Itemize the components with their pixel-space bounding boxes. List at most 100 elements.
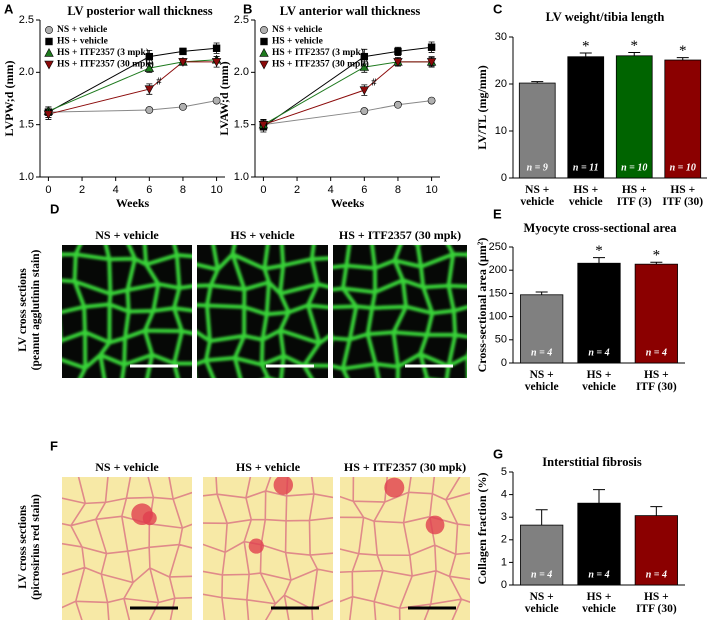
legend-label: HS + ITF2357 (3 mpk) xyxy=(272,47,364,58)
row-label: LV cross sections (peanut agglutinin sta… xyxy=(17,249,42,371)
marker xyxy=(426,58,437,67)
legend-marker xyxy=(45,37,53,46)
n-label: n = 11 xyxy=(573,162,599,173)
series-line xyxy=(263,100,432,126)
image-title: NS + vehicle xyxy=(95,228,159,242)
micrograph xyxy=(62,245,192,378)
micrograph xyxy=(62,477,192,620)
y-tick-label: 10 xyxy=(495,125,507,137)
x-tick-label: HS + ITF (3) xyxy=(616,184,652,208)
chart-title: Interstitial fibrosis xyxy=(542,455,642,469)
n-label: n = 10 xyxy=(621,162,647,173)
error-bar xyxy=(593,257,605,264)
annotation: * xyxy=(595,243,603,259)
marker xyxy=(427,43,436,51)
x-tick-label: 0 xyxy=(45,184,51,196)
cell-borders xyxy=(62,245,192,378)
y-tick-label: 2.5 xyxy=(234,14,249,26)
y-tick-label: 20 xyxy=(495,78,507,90)
chart-title: LV anterior wall thickness xyxy=(280,4,421,18)
y-tick-label: 50 xyxy=(495,334,507,346)
y-tick-label: 1.5 xyxy=(19,119,34,131)
x-tick-label: HS + vehicle xyxy=(568,184,603,208)
marker xyxy=(144,63,155,72)
y-tick-label: 0 xyxy=(501,579,507,591)
marker xyxy=(360,107,369,115)
panel-letter: D xyxy=(50,201,59,216)
annotation: * xyxy=(653,248,661,264)
marker xyxy=(212,96,221,105)
x-tick-label: NS + vehicle xyxy=(524,369,559,393)
x-tick-label: 6 xyxy=(146,184,152,196)
y-tick-label: 1.0 xyxy=(19,171,34,183)
legend-marker xyxy=(259,47,269,57)
row-label: LV cross sections (picrosirius red stain… xyxy=(17,494,42,600)
series-line xyxy=(48,100,217,113)
image-title: HS + vehicle xyxy=(230,228,295,242)
y-axis-label: Cross-sectional area (µm²) xyxy=(475,238,489,373)
series-line xyxy=(48,47,217,113)
y-tick-label: 1.0 xyxy=(234,171,249,183)
legend-label: NS + vehicle xyxy=(272,25,322,35)
marker xyxy=(145,106,154,114)
legend-marker xyxy=(44,47,54,57)
y-tick-label: 1 xyxy=(501,556,507,568)
y-axis-label: LVAW;d (mm) xyxy=(217,61,231,135)
bar xyxy=(520,294,564,364)
x-tick-label: NS + vehicle xyxy=(524,591,559,615)
bar xyxy=(615,55,653,179)
y-axis-label: LVPW;d (mm) xyxy=(2,61,16,137)
image-title: NS + vehicle xyxy=(95,460,159,474)
n-label: n = 4 xyxy=(531,569,552,580)
bar xyxy=(577,262,621,364)
n-label: n = 4 xyxy=(531,347,552,358)
legend-label: HS + vehicle xyxy=(272,37,323,47)
stain-spot xyxy=(131,503,153,526)
cell-borders xyxy=(333,245,467,378)
error-bar xyxy=(650,506,663,516)
x-tick-label: 8 xyxy=(180,184,186,196)
x-tick-label: HS + vehicle xyxy=(582,591,616,615)
annotation: * xyxy=(631,38,639,54)
cell-borders xyxy=(203,477,333,620)
y-tick-label: 3 xyxy=(501,511,507,523)
y-axis-label: LV/TL (mg/mm) xyxy=(475,65,489,150)
annotation: * xyxy=(582,38,590,54)
n-label: n = 9 xyxy=(527,162,548,173)
y-tick-label: 200 xyxy=(489,264,507,276)
x-tick-label: 10 xyxy=(425,184,437,196)
marker xyxy=(258,120,269,130)
chart-panel: E Myocyte cross-sectional area Cross-secti… xyxy=(475,206,685,372)
legend-marker xyxy=(259,60,269,70)
cell-borders xyxy=(62,477,192,620)
x-tick-label: HS + ITF (30) xyxy=(662,184,704,208)
chart-title: LV weight/tibia length xyxy=(546,10,665,24)
y-tick-label: 4 xyxy=(501,489,507,501)
legend-label: HS + ITF2357 (3 mpk) xyxy=(57,47,149,58)
panel-letter: E xyxy=(493,206,502,221)
marker xyxy=(178,58,188,67)
n-label: n = 4 xyxy=(646,569,667,580)
marker xyxy=(179,102,187,111)
marker xyxy=(360,52,369,61)
image-title: HS + ITF2357 (30 mpk) xyxy=(344,460,466,474)
x-tick-label: 2 xyxy=(294,184,300,196)
marker xyxy=(145,52,154,61)
x-tick-label: 4 xyxy=(328,184,334,196)
series-line xyxy=(263,61,432,126)
micrograph xyxy=(333,245,467,378)
micrograph xyxy=(203,477,333,620)
error-bar xyxy=(535,291,548,295)
image-title: HS + ITF2357 (30 mpk) xyxy=(339,228,461,242)
series-line xyxy=(263,46,432,128)
bar xyxy=(664,59,702,179)
n-label: n = 4 xyxy=(588,347,609,358)
annotation: # xyxy=(156,76,161,87)
n-label: n = 4 xyxy=(588,569,609,580)
stain-spot xyxy=(273,477,294,495)
y-tick-label: 5 xyxy=(501,466,507,478)
legend-label: HS + ITF2357 (30 mpk) xyxy=(57,59,154,70)
chart-title: LV posterior wall thickness xyxy=(67,4,212,18)
